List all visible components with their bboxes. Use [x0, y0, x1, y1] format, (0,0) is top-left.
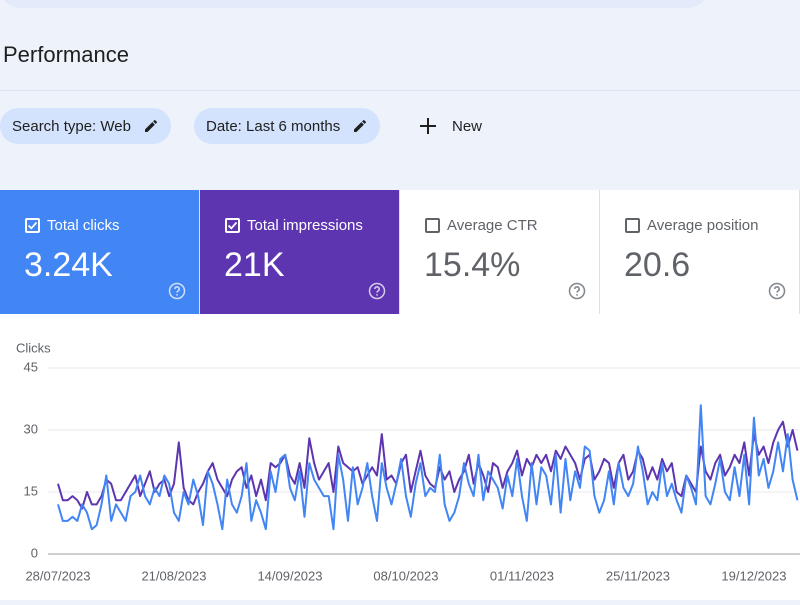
chip-label: Date: Last 6 months — [206, 117, 341, 135]
card-value: 3.24K — [24, 246, 113, 284]
divider — [0, 90, 800, 91]
y-tick-label: 15 — [24, 483, 38, 498]
card-title: Total impressions — [247, 217, 363, 234]
plus-icon — [420, 118, 436, 134]
chart: Clicks 0 15 30 45 28/07/2023 21/08/2023 14/09/… — [16, 340, 800, 583]
x-tick-label: 08/10/2023 — [373, 568, 438, 583]
metric-cards: Total clicks 3.24K Total impressions 21K Ave… — [0, 190, 800, 314]
metric-card[interactable]: Average CTR 15.4% — [400, 190, 600, 314]
x-tick-label: 25/11/2023 — [606, 568, 670, 583]
checkbox[interactable] — [625, 218, 640, 233]
card-value: 15.4% — [424, 246, 521, 284]
search-bar[interactable] — [0, 0, 708, 8]
help-icon[interactable] — [368, 282, 386, 305]
series-line — [57, 404, 799, 531]
card-title: Average CTR — [447, 217, 538, 234]
x-tick-label: 28/07/2023 — [25, 568, 90, 583]
y-tick-label: 0 — [31, 545, 38, 560]
y-tick-label: 45 — [24, 359, 38, 374]
metric-card[interactable]: Total impressions 21K — [200, 190, 400, 314]
new-label: New — [452, 117, 483, 135]
x-tick-label: 21/08/2023 — [141, 568, 206, 583]
chart-area: Clicks 0 15 30 45 28/07/2023 21/08/2023 14/09/… — [0, 314, 800, 600]
y-tick-label: 30 — [24, 421, 38, 436]
card-title: Average position — [647, 217, 759, 234]
metric-card[interactable]: Total clicks 3.24K — [0, 190, 200, 314]
new-button[interactable]: New — [418, 108, 482, 144]
edit-icon — [144, 119, 157, 132]
filter-chip[interactable]: Date: Last 6 months — [194, 108, 381, 144]
card-title: Total clicks — [47, 217, 120, 234]
x-tick-label: 01/11/2023 — [490, 568, 554, 583]
x-tick-label: 19/12/2023 — [721, 568, 786, 583]
help-icon[interactable] — [168, 282, 186, 305]
page-title: Performance — [3, 42, 129, 67]
y-axis-label: Clicks — [16, 340, 51, 355]
chip-label: Search type: Web — [12, 117, 131, 135]
edit-icon — [354, 119, 367, 132]
card-value: 20.6 — [624, 246, 691, 284]
help-icon[interactable] — [568, 282, 586, 305]
checkbox[interactable] — [225, 218, 240, 233]
metric-card[interactable]: Average position 20.6 — [600, 190, 800, 314]
filter-chip[interactable]: Search type: Web — [0, 108, 171, 144]
checkbox[interactable] — [25, 218, 40, 233]
checkbox[interactable] — [425, 218, 440, 233]
card-value: 21K — [224, 246, 285, 284]
x-tick-label: 14/09/2023 — [257, 568, 322, 583]
series-line — [57, 420, 799, 510]
help-icon[interactable] — [768, 282, 786, 305]
